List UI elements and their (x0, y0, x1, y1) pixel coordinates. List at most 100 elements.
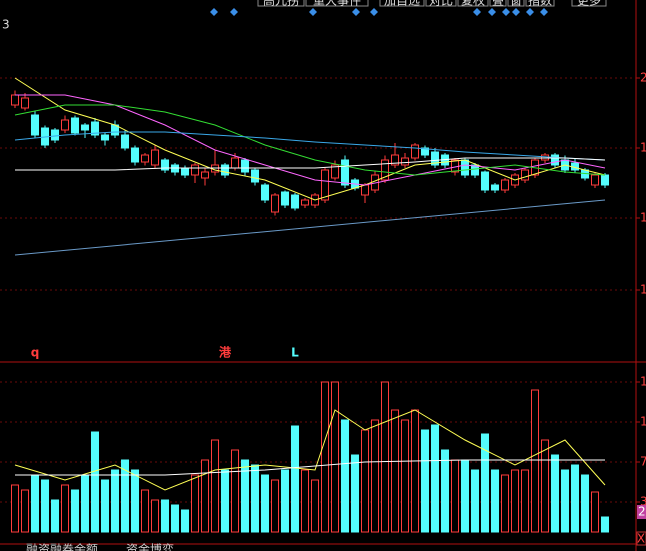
candle-body (101, 134, 109, 141)
toolbar-button[interactable] (425, 0, 457, 7)
toolbar-label: 对比 (429, 0, 453, 8)
toolbar-label: 重大事件 (313, 0, 361, 8)
diamond (352, 8, 360, 16)
candle-body (71, 117, 79, 134)
toolbar-button[interactable] (305, 0, 369, 7)
volume-bar (61, 484, 69, 533)
ma-line (14, 104, 606, 176)
candle-body (191, 164, 199, 176)
candle-body (121, 134, 129, 149)
toolbar-button[interactable] (507, 0, 525, 7)
bottom-tab[interactable]: 资金博弈 (126, 542, 174, 551)
volume-bar (301, 469, 309, 533)
volume-bar (121, 459, 129, 533)
candle-body (51, 129, 59, 141)
volume-bar (41, 479, 49, 533)
toolbar-label: 复权 (461, 0, 485, 8)
candle-body (61, 119, 69, 131)
y2-tick-label: 3 (640, 495, 646, 509)
toolbar-button[interactable] (379, 0, 425, 7)
toolbar-button[interactable] (571, 0, 607, 7)
volume-bar (211, 439, 219, 533)
event-marker: 港 (219, 345, 232, 360)
candle-body (31, 114, 39, 136)
candle-body (161, 159, 169, 171)
candle-body (401, 157, 409, 166)
candle-body (381, 159, 389, 181)
toolbar-label: 叠 (492, 0, 504, 8)
volume-bar (591, 491, 599, 533)
event-marker: q (31, 346, 40, 360)
candle-body (301, 199, 309, 206)
volume-bar (251, 464, 259, 533)
toolbar-button[interactable] (457, 0, 489, 7)
candle-body (221, 164, 229, 176)
candle-body (11, 94, 19, 106)
y-tick-label: 1 (640, 211, 646, 225)
volume-bar (431, 424, 439, 533)
candle-body (501, 179, 509, 191)
candle-body (251, 169, 259, 183)
diamond (230, 8, 238, 16)
candle-body (181, 167, 189, 176)
toolbar-label: 加自选 (384, 0, 420, 8)
ma-line (14, 131, 606, 161)
volume-bar (181, 509, 189, 533)
diamond (512, 8, 520, 16)
corner-label: 3 (2, 18, 10, 32)
candle-body (601, 174, 609, 186)
volume-bar (101, 479, 109, 533)
toolbar-labels: 高亢拐 重大事件 加自选 对比 复权叠窗指数 更多 (263, 0, 601, 8)
candle-body (591, 174, 599, 186)
toolbar-button[interactable] (525, 0, 555, 7)
volume-bar (581, 474, 589, 533)
volume-bar (471, 469, 479, 533)
volume-bar (221, 469, 229, 533)
y-tick-label: 1 (640, 141, 646, 155)
close-box[interactable] (636, 531, 646, 546)
volume-bar (381, 381, 389, 533)
candle-body (261, 184, 269, 201)
candle-body (491, 184, 499, 191)
volume-bar (401, 419, 409, 533)
volume-bar (491, 469, 499, 533)
volume-bar (21, 489, 29, 533)
close-button[interactable]: X (637, 532, 645, 546)
diamond (526, 8, 534, 16)
toolbar-label: 窗 (510, 0, 522, 8)
y-tick-label: 2 (640, 71, 646, 85)
volume-bar (561, 469, 569, 533)
volume-bar (271, 479, 279, 533)
y2-tick-label: 7 (640, 455, 646, 469)
candle-body (241, 159, 249, 173)
volume-bar (501, 474, 509, 533)
y-tick-label: 1 (640, 283, 646, 297)
volume-bar (51, 499, 59, 533)
volume-bar (131, 469, 139, 533)
volume-bar (141, 489, 149, 533)
volume-bar (31, 474, 39, 533)
candle-body (481, 171, 489, 191)
volume-bar (571, 464, 579, 533)
bottom-tab[interactable]: 融资融券余额 (26, 542, 98, 551)
candle-body (231, 157, 239, 169)
event-marker: L (291, 346, 299, 360)
toolbar-button[interactable] (489, 0, 507, 7)
candle-body (131, 147, 139, 163)
toolbar-button[interactable] (257, 0, 305, 7)
candle-body (201, 171, 209, 179)
diamond (309, 8, 317, 16)
volume-bar (291, 425, 299, 533)
volume-bar (241, 459, 249, 533)
volume-bar (411, 409, 419, 533)
volume-bar (201, 459, 209, 533)
candle-body (281, 191, 289, 206)
volume-bar (421, 429, 429, 533)
diamond (473, 8, 481, 16)
volume-bar (151, 499, 159, 533)
ma-line (14, 199, 606, 256)
volume-bar (441, 449, 449, 533)
candle-body (271, 194, 279, 213)
volume-bar (551, 454, 559, 533)
